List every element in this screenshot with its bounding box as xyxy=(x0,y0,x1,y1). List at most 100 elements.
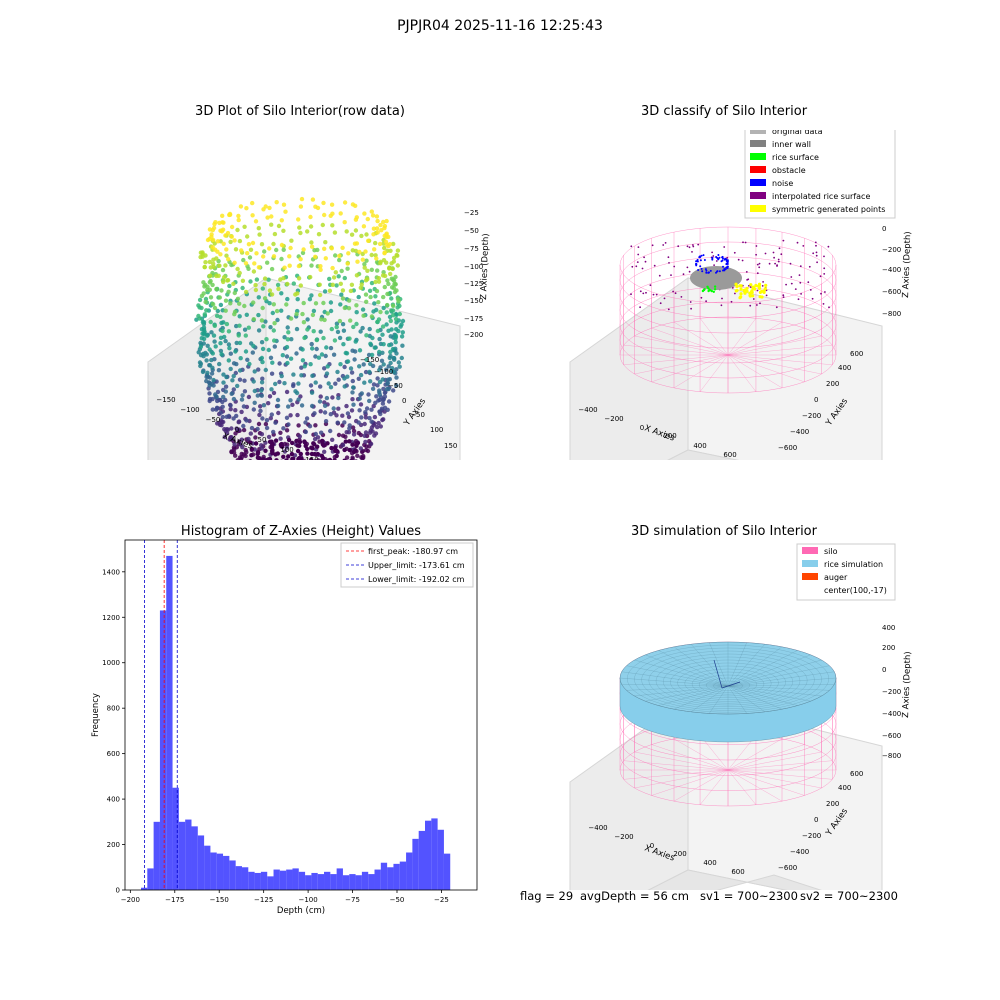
panel1-point xyxy=(201,280,206,285)
panel1-point xyxy=(382,250,387,255)
panel1-point xyxy=(275,403,281,409)
panel1-point xyxy=(381,305,386,311)
histogram-bar xyxy=(305,875,312,890)
panel3-ytick: 400 xyxy=(107,796,120,804)
panel2-interp-point xyxy=(715,260,718,262)
panel1-point xyxy=(243,333,248,338)
panel1-point xyxy=(314,452,319,457)
panel2-interp-point xyxy=(823,255,825,258)
panel2-legend-swatch xyxy=(750,130,766,134)
panel4-ytick: 400 xyxy=(838,784,851,792)
panel1-point xyxy=(305,451,310,456)
panel1-point xyxy=(260,286,265,291)
panel1-point xyxy=(302,459,307,460)
panel1-point xyxy=(277,379,282,385)
panel1-point xyxy=(371,382,377,387)
panel2-noise-point xyxy=(725,258,728,261)
panel1-point xyxy=(239,451,244,457)
rice-mesh-spoke xyxy=(727,685,798,706)
panel3-ytick: 600 xyxy=(107,750,120,758)
panel2-noise-point xyxy=(725,266,728,269)
panel1-point xyxy=(388,360,393,366)
panel1-point xyxy=(351,428,357,434)
panel1-point xyxy=(298,204,304,209)
panel2-interp-point xyxy=(823,273,826,275)
panel1-point xyxy=(332,338,338,343)
panel1-point xyxy=(309,240,314,245)
panel1-point xyxy=(273,381,278,387)
panel2-interp-point xyxy=(644,260,647,263)
panel1-point xyxy=(263,421,269,427)
silo-spoke xyxy=(634,354,729,375)
panel1-point xyxy=(288,316,294,321)
panel1-point xyxy=(273,420,278,425)
panel1-point xyxy=(327,288,333,293)
panel1-point xyxy=(210,282,215,288)
panel2-interp-point xyxy=(762,281,764,283)
panel1-point xyxy=(378,261,383,266)
panel1-point xyxy=(342,275,347,281)
panel1-point xyxy=(376,420,381,426)
panel1-point xyxy=(201,321,207,327)
panel2-interp-point xyxy=(636,261,639,263)
panel2-noise-point xyxy=(695,263,698,265)
panel1-point xyxy=(266,277,271,282)
panel2-sym-point xyxy=(738,284,742,288)
panel1-point xyxy=(248,247,254,252)
panel1-point xyxy=(379,406,385,411)
panel1-point xyxy=(362,433,367,438)
panel1-ytick: 100 xyxy=(430,426,443,434)
panel1-point xyxy=(384,218,389,224)
panel1-point xyxy=(236,419,242,424)
panel1-point xyxy=(367,326,372,332)
panel1-point xyxy=(379,228,384,233)
panel1-point xyxy=(282,381,287,386)
panel1-point xyxy=(299,373,304,378)
panel1-point xyxy=(207,259,212,265)
panel1-point xyxy=(315,247,320,253)
panel1-point xyxy=(234,426,239,431)
panel2-title: 3D classify of Silo Interior xyxy=(640,104,808,119)
panel1-point xyxy=(253,435,258,440)
panel2-noise-point xyxy=(700,254,703,257)
panel1-point xyxy=(362,211,367,216)
panel1-point xyxy=(373,400,378,405)
silo-spoke xyxy=(727,354,805,383)
panel2-interp-point xyxy=(749,286,752,288)
panel1-point xyxy=(201,325,207,330)
panel1-point xyxy=(329,202,335,207)
panel2-interp-point xyxy=(655,293,658,296)
panel2-interp-point xyxy=(789,262,792,265)
panel1-point xyxy=(396,360,401,365)
panel2-noise-point xyxy=(709,269,712,272)
panel1-point xyxy=(279,291,284,296)
panel2-rice-point xyxy=(713,285,717,288)
panel1-point xyxy=(288,398,293,403)
panel2-noise-point xyxy=(700,267,703,270)
panel1-point xyxy=(288,413,293,418)
panel2-rice-point xyxy=(713,288,717,291)
panel2-interp-point xyxy=(758,266,761,269)
panel1-point xyxy=(366,238,371,243)
panel2-rice-point xyxy=(708,288,711,292)
panel1-point xyxy=(212,339,217,344)
panel1-point xyxy=(362,262,367,267)
panel1-point xyxy=(296,217,301,222)
panel1-point xyxy=(323,353,328,359)
panel1-point xyxy=(231,361,237,366)
panel1-point xyxy=(362,380,367,385)
panel1-point xyxy=(260,359,265,365)
histogram-bar xyxy=(330,874,337,890)
panel1-point xyxy=(388,248,393,253)
panel2-interp-point xyxy=(663,297,666,300)
histogram-bar xyxy=(172,787,179,890)
panel2-legend-swatch xyxy=(750,192,766,199)
panel1-point xyxy=(249,453,254,458)
panel1-point xyxy=(389,296,394,301)
panel1-point xyxy=(272,231,278,237)
panel1-point xyxy=(349,232,355,237)
panel1-point xyxy=(356,376,361,381)
panel1-point xyxy=(286,437,292,443)
panel1-point xyxy=(264,458,269,460)
panel1-point xyxy=(397,303,402,309)
